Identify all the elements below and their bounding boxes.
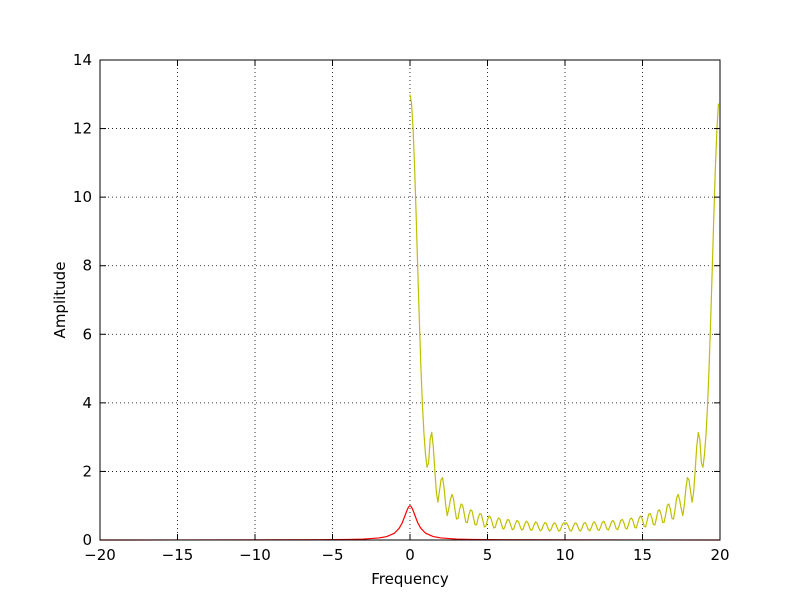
x-tick-label-7: 15 <box>633 546 652 564</box>
y-tick-label-1: 2 <box>82 462 92 480</box>
tick-labels: −20 −15 −10 −5 0 5 10 15 20 0 2 4 6 8 10 12 14 <box>73 51 730 564</box>
x-tick-label-2: −10 <box>239 546 271 564</box>
y-axis-label: Amplitude <box>51 262 69 339</box>
x-tick-label-8: 20 <box>710 546 729 564</box>
x-tick-label-0: −20 <box>84 546 116 564</box>
series-line-0 <box>99 505 721 541</box>
x-tick-label-3: −5 <box>321 546 343 564</box>
y-tick-label-6: 12 <box>73 120 92 138</box>
series-layer <box>99 94 721 541</box>
y-tick-label-7: 14 <box>73 51 92 69</box>
x-axis-label: Frequency <box>371 570 449 588</box>
x-tick-label-6: 10 <box>555 546 574 564</box>
x-tick-label-1: −15 <box>162 546 194 564</box>
axis-ticks <box>99 59 721 541</box>
y-tick-label-2: 4 <box>82 394 92 412</box>
series-line-1 <box>409 94 720 532</box>
y-tick-label-4: 8 <box>82 257 92 275</box>
x-tick-label-4: 0 <box>405 546 415 564</box>
y-tick-label-3: 6 <box>82 325 92 343</box>
x-tick-label-5: 5 <box>483 546 493 564</box>
y-tick-label-0: 0 <box>82 531 92 549</box>
y-tick-label-5: 10 <box>73 188 92 206</box>
